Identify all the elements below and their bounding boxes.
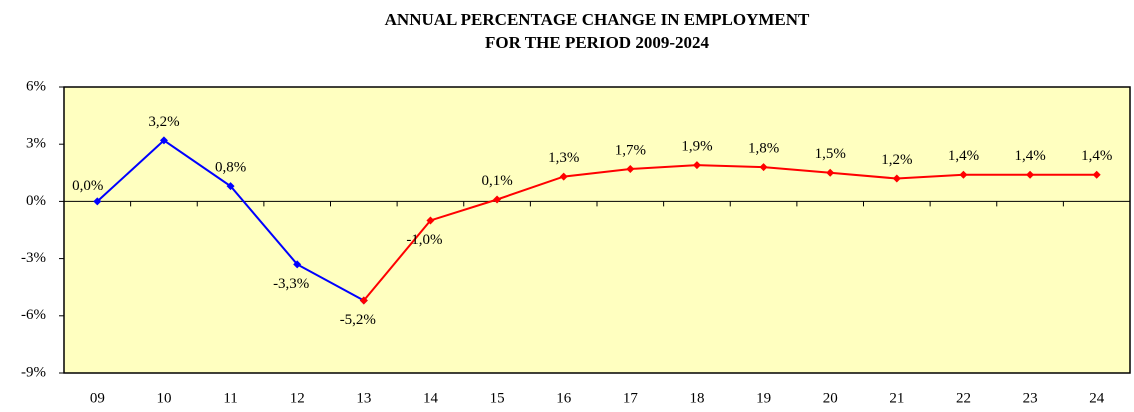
data-label: 1,4% [1014,148,1045,164]
data-label: 0,1% [481,173,512,189]
data-label: 1,2% [881,152,912,168]
y-tick-label: 0% [26,193,46,209]
x-tick-label: 17 [623,390,639,406]
chart-subtitle: FOR THE PERIOD 2009-2024 [485,33,710,52]
data-label: 1,7% [615,142,646,158]
plot-area [63,86,1131,374]
x-tick-label: 19 [756,390,771,406]
x-tick-label: 09 [90,390,105,406]
x-tick-label: 22 [956,390,971,406]
data-label: 3,2% [148,114,179,130]
x-tick-label: 16 [556,390,572,406]
data-label: 1,4% [948,148,979,164]
point [493,195,502,204]
data-label: 1,9% [681,139,712,155]
point [826,168,835,177]
point [159,136,168,145]
y-tick-label: -6% [21,307,46,323]
point [1026,170,1035,179]
x-tick-label: 10 [156,390,171,406]
y-tick-label: -9% [21,364,46,380]
point [959,170,968,179]
data-label: 0,8% [215,160,246,176]
data-label: -3,3% [273,276,309,292]
x-tick-label: 11 [223,390,237,406]
x-tick-label: 13 [356,390,371,406]
point [226,182,235,191]
point [626,164,635,173]
point [759,163,768,172]
point [892,174,901,183]
point [359,296,368,305]
data-label: 1,4% [1081,148,1112,164]
x-tick-label: 21 [889,390,904,406]
data-label: -1,0% [406,232,442,248]
x-tick-label: 24 [1089,390,1105,406]
y-tick-label: 3% [26,136,46,152]
x-tick-label: 23 [1023,390,1038,406]
point [559,172,568,181]
data-label: 0,0% [72,178,103,194]
data-label: 1,5% [815,146,846,162]
point [426,216,435,225]
point [93,197,102,206]
x-tick-label: 20 [823,390,838,406]
point [293,260,302,269]
chart-title: ANNUAL PERCENTAGE CHANGE IN EMPLOYMENT [385,10,810,29]
y-tick-label: -3% [21,250,46,266]
x-tick-label: 18 [689,390,704,406]
x-tick-label: 14 [423,390,439,406]
data-label: -5,2% [340,312,376,328]
x-tick-label: 12 [290,390,305,406]
point [692,161,701,170]
series-line [363,164,1097,302]
x-tick-label: 15 [490,390,505,406]
data-label: 1,8% [748,141,779,157]
point [1092,170,1101,179]
data-label: 1,3% [548,150,579,166]
y-tick-label: 6% [26,78,46,94]
